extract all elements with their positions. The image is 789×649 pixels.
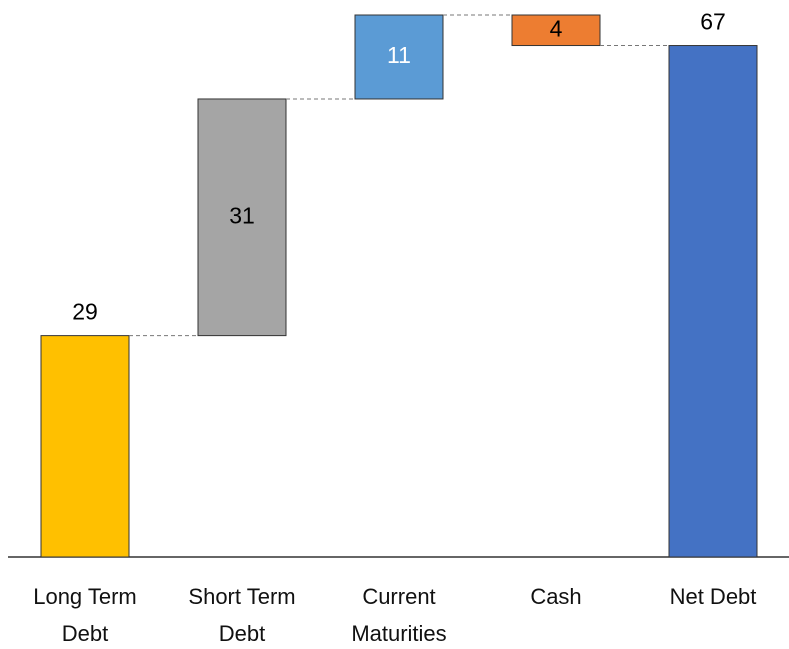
- x-tick-label: Long Term Debt: [33, 584, 137, 646]
- bar: [354, 14, 444, 100]
- bar: [197, 98, 287, 337]
- x-tick-label: Net Debt: [669, 584, 757, 609]
- data-label: 31: [229, 202, 255, 228]
- x-tick-label: Current Maturities: [351, 584, 447, 646]
- data-label: 29: [72, 299, 98, 325]
- data-label: 67: [700, 9, 726, 35]
- data-label: 11: [387, 42, 411, 68]
- bar: [511, 14, 601, 47]
- x-tick-label: Short Term Debt: [188, 584, 296, 646]
- data-label: 4: [550, 15, 563, 41]
- bar: [40, 335, 130, 558]
- bar: [668, 45, 758, 558]
- x-tick-label: Cash: [530, 584, 582, 609]
